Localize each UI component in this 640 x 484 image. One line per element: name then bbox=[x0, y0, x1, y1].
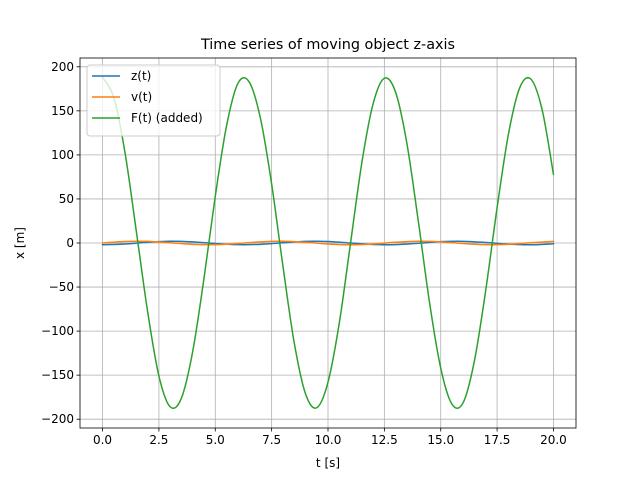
y-tick-label: 50 bbox=[59, 192, 74, 206]
y-tick-label: −150 bbox=[41, 368, 74, 382]
x-tick-label: 10.0 bbox=[315, 433, 342, 447]
legend-label-z-t: z(t) bbox=[131, 69, 151, 83]
y-tick-label: −100 bbox=[41, 324, 74, 338]
series-line-f-t-added bbox=[101, 76, 555, 410]
axis-ticks: 0.0 2.5 5.0 7.5 10.0 12.5 15.0 17.5 20.0 −200 −150… bbox=[41, 60, 567, 447]
x-tick-label: 2.5 bbox=[149, 433, 168, 447]
x-tick-label: 12.5 bbox=[371, 433, 398, 447]
x-tick-label: 5.0 bbox=[206, 433, 225, 447]
legend-label-v-t: v(t) bbox=[131, 90, 152, 104]
legend: z(t) v(t) F(t) (added) bbox=[86, 64, 221, 137]
legend-label-f-t-added: F(t) (added) bbox=[131, 111, 203, 125]
x-axis-label: t [s] bbox=[316, 456, 340, 470]
x-tick-label: 0.0 bbox=[93, 433, 112, 447]
y-tick-label: 200 bbox=[51, 60, 74, 74]
y-tick-label: −200 bbox=[41, 412, 74, 426]
y-tick-label: −50 bbox=[49, 280, 74, 294]
series-line-z-t bbox=[101, 240, 555, 246]
y-axis-label: x [m] bbox=[13, 227, 27, 259]
y-tick-label: 150 bbox=[51, 104, 74, 118]
series-lines bbox=[101, 76, 555, 410]
y-tick-label: 100 bbox=[51, 148, 74, 162]
series-line-v-t bbox=[101, 240, 555, 246]
x-tick-label: 15.0 bbox=[427, 433, 454, 447]
chart-title: Time series of moving object z-axis bbox=[200, 37, 455, 53]
x-tick-label: 17.5 bbox=[484, 433, 511, 447]
x-tick-label: 20.0 bbox=[540, 433, 567, 447]
legend-box bbox=[86, 64, 221, 137]
y-tick-label: 0 bbox=[66, 236, 74, 250]
x-tick-label: 7.5 bbox=[262, 433, 281, 447]
